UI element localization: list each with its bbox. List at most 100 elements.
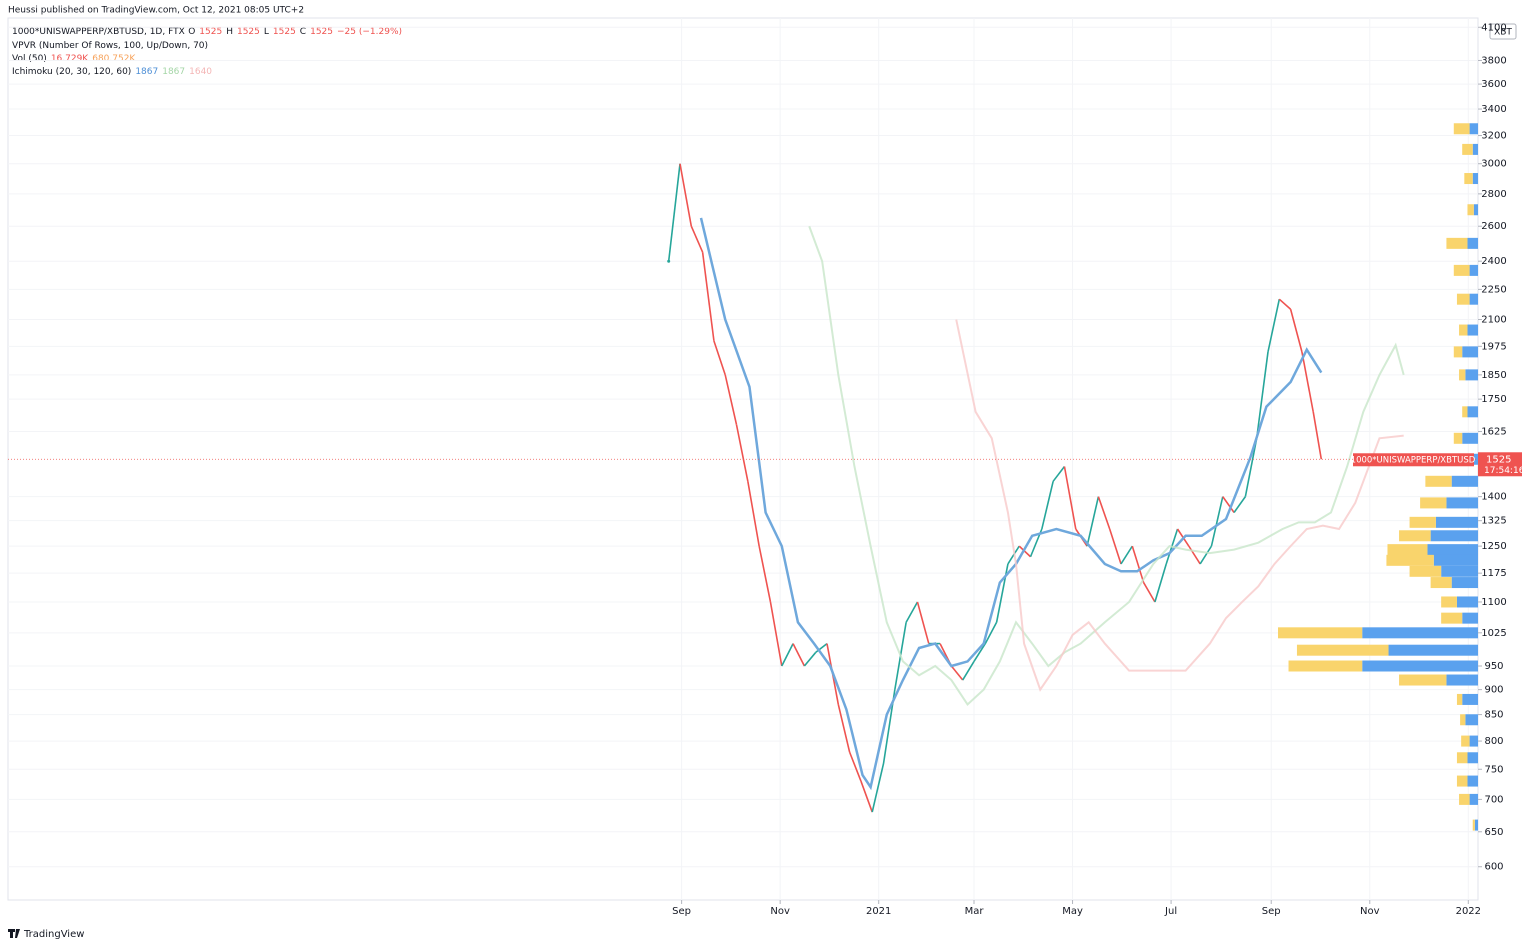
profile-up [1462,693,1478,705]
profile-up [1451,475,1478,487]
price-segment [747,481,760,547]
profile-up [1465,369,1478,381]
price-segment [1063,466,1077,530]
senkou-line [955,319,1404,692]
y-tick-label: 3600 [1481,79,1506,90]
header: Heussi published on TradingView.com, Oct… [8,6,304,16]
price-segment [1097,496,1111,530]
profile-up [1441,565,1478,577]
price-segment [860,780,873,813]
price-segment [1052,466,1066,482]
profile-down [1456,775,1468,787]
profile-up [1467,406,1478,418]
price-segment [701,252,715,341]
profile-down [1441,596,1457,608]
currency: XBT [1494,28,1512,38]
y-tick-label: 1025 [1481,628,1506,639]
y-tick-label: 750 [1484,764,1503,775]
y-tick-label: 700 [1484,794,1503,805]
price-label-symbol: 1000*UNISWAPPERP/XBTUSD [1351,455,1476,465]
legend: 1000*UNISWAPPERP/XBTUSD, 1D, FTX O 1525 H 15… [12,27,402,77]
profile-up [1446,674,1478,686]
price-segment [984,621,998,644]
profile-down [1472,819,1475,831]
profile-up [1462,612,1478,624]
profile-down [1387,544,1428,556]
x-tick-label: Jul [1164,906,1177,917]
price-segment [713,340,726,376]
y-tick-label: 1400 [1481,492,1506,503]
y-tick-label: 850 [1484,710,1503,721]
ohlc-value: 1525 [273,27,296,37]
profile-down [1462,406,1468,418]
price-box [1478,452,1522,477]
x-tick-label: May [1062,906,1083,917]
y-tick-label: 1325 [1481,516,1506,527]
profile-down [1464,173,1473,185]
profile-down [1296,644,1389,656]
price-segment [1108,528,1122,565]
price-segment [1312,411,1323,460]
price-segment [905,601,919,623]
vpvr-label: VPVR (Number Of Rows, 100, Up/Down, 70) [12,41,208,51]
profile-down [1430,577,1452,589]
profile-down [1459,793,1470,805]
price-segment [735,424,749,482]
profile-down [1456,752,1468,764]
profile-up [1469,123,1478,135]
profile-up [1362,627,1478,639]
profile-down [1460,714,1466,726]
y-tick-label: 2250 [1481,284,1506,295]
x-tick-label: Sep [1262,906,1281,917]
legend-row: 1000*UNISWAPPERP/XBTUSD, 1D, FTX O 1525 H 15… [12,27,402,37]
price-segment [1255,351,1269,439]
ichimoku-value: 1867 [135,67,158,77]
profile-down [1459,369,1466,381]
y-tick-label: 2600 [1481,221,1506,232]
price-segment [1086,496,1100,547]
y-tick-label: 2800 [1481,189,1506,200]
vol-value: 680.752K [92,54,136,64]
price-segment [1154,563,1167,603]
price-segment [1267,299,1281,353]
price-segment [815,642,828,654]
ohlc-key: L [264,27,269,37]
ichimoku-label: Ichimoku (20, 30, 120, 60) [12,67,131,77]
price-segment [1233,496,1247,513]
y-tick-label: 1250 [1481,541,1506,552]
profile-down [1453,432,1463,444]
price-segment [758,545,772,603]
price-segment [837,704,851,753]
y-tick-label: 3200 [1481,131,1506,142]
symbol: 1000*UNISWAPPERP/XBTUSD, 1D, FTX [12,27,185,37]
kijun-line [699,217,1323,791]
y-tick-label: 4100 [1481,22,1506,33]
price-segment [1007,545,1020,565]
price-segment [1199,545,1213,565]
ohlc-key: H [226,27,233,37]
profile-down [1467,204,1474,216]
profile-up [1446,497,1478,509]
profile-down [1386,554,1434,566]
profile-up [1467,237,1478,249]
y-tick-label: 3000 [1481,159,1506,170]
legend-row: Vol (50) 16.729K 680.752K [12,54,136,64]
ohlc-value: 1525 [199,27,222,37]
profile-up [1469,293,1478,305]
price-segment [1041,481,1054,530]
ohlc-key: O [188,27,195,37]
price-segment [916,601,930,644]
ichimoku-value: 1640 [189,67,212,77]
footer: TradingView [23,929,84,940]
profile-up [1433,554,1478,566]
profile-down [1453,123,1470,135]
price-segment [667,163,681,262]
profile-up [1462,346,1478,358]
y-tick-label: 950 [1484,661,1503,672]
y-tick-label: 1175 [1481,568,1506,579]
profile-down [1399,530,1431,542]
y-tick-label: 2100 [1481,315,1506,326]
profile-up [1388,644,1478,656]
currency-box[interactable] [1489,23,1517,40]
